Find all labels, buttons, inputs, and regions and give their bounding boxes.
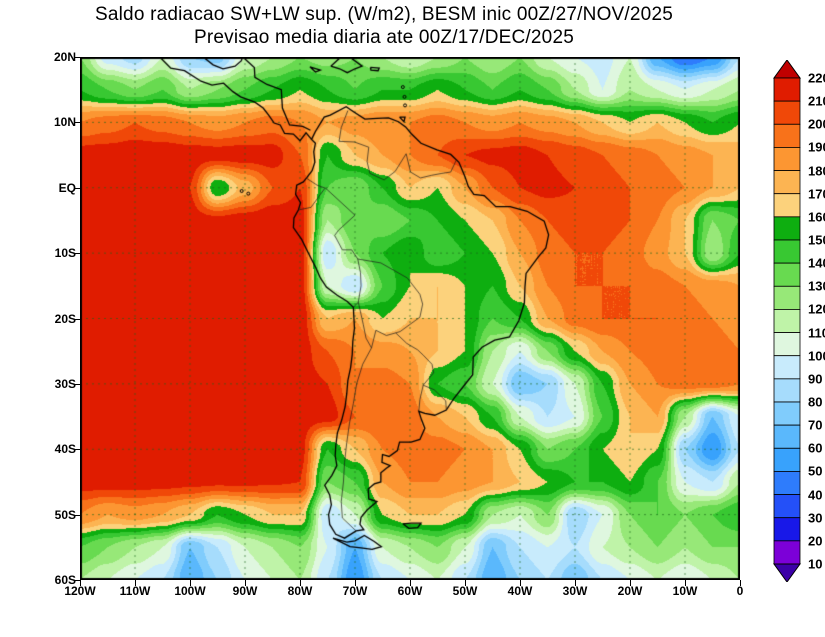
colorbar-tick-label: 160 bbox=[808, 209, 825, 225]
colorbar-tick-label: 130 bbox=[808, 278, 825, 294]
colorbar-tick-label: 80 bbox=[808, 394, 823, 410]
colorbar-tick-label: 110 bbox=[808, 325, 825, 341]
colorbar-tick-label: 10 bbox=[808, 556, 823, 572]
x-axis-tick bbox=[575, 580, 576, 586]
x-axis-tick-label: 20W bbox=[617, 584, 643, 598]
colorbar-tick-label: 60 bbox=[808, 440, 823, 456]
colorbar-tick-label: 90 bbox=[808, 371, 823, 387]
colorbar-scale bbox=[773, 60, 801, 582]
x-axis-tick bbox=[740, 580, 741, 586]
x-axis-tick-label: 30W bbox=[562, 584, 588, 598]
colorbar-tick-label: 220 bbox=[808, 70, 825, 86]
x-axis-tick-label: 0 bbox=[736, 584, 744, 598]
x-axis-tick bbox=[245, 580, 246, 586]
colorbar-tick-label: 150 bbox=[808, 232, 825, 248]
x-axis-tick-label: 70W bbox=[342, 584, 368, 598]
x-axis-tick bbox=[355, 580, 356, 586]
x-axis-tick-label: 40W bbox=[507, 584, 533, 598]
x-axis-tick bbox=[135, 580, 136, 586]
y-axis-tick bbox=[74, 580, 80, 581]
x-axis-tick bbox=[630, 580, 631, 586]
colorbar-tick-label: 200 bbox=[808, 116, 825, 132]
y-axis-tick-label: 30S bbox=[54, 376, 76, 391]
colorbar-tick-label: 40 bbox=[808, 487, 823, 503]
x-axis-tick bbox=[465, 580, 466, 586]
x-axis-tick bbox=[685, 580, 686, 586]
colorbar-tick-label: 100 bbox=[808, 348, 825, 364]
x-axis-tick-label: 10W bbox=[672, 584, 698, 598]
colorbar-tick-label: 120 bbox=[808, 301, 825, 317]
x-axis-tick-label: 100W bbox=[174, 584, 206, 598]
colorbar-tick-label: 20 bbox=[808, 533, 823, 549]
colorbar-tick-label: 170 bbox=[808, 186, 825, 202]
colorbar-tick-label: 140 bbox=[808, 255, 825, 271]
x-axis-tick-label: 50W bbox=[452, 584, 478, 598]
figure-titles: Saldo radiacao SW+LW sup. (W/m2), BESM i… bbox=[10, 3, 758, 49]
x-axis-tick bbox=[410, 580, 411, 586]
y-axis-tick-label: 10N bbox=[53, 115, 76, 130]
chart-subtitle: Previsao media diaria ate 00Z/17/DEC/202… bbox=[194, 27, 574, 48]
colorbar-tick-label: 70 bbox=[808, 417, 823, 433]
y-axis-tick-label: 20S bbox=[54, 311, 76, 326]
x-axis-tick-label: 120W bbox=[64, 584, 96, 598]
chart-title: Saldo radiacao SW+LW sup. (W/m2), BESM i… bbox=[95, 4, 673, 25]
y-axis-tick-label: EQ bbox=[58, 180, 76, 195]
x-axis-tick bbox=[520, 580, 521, 586]
x-axis-tick bbox=[80, 580, 81, 586]
heatmap-canvas bbox=[80, 57, 740, 580]
colorbar-tick-label: 180 bbox=[808, 163, 825, 179]
y-axis-tick-label: 40S bbox=[54, 442, 76, 457]
y-axis-tick-label: 20N bbox=[53, 50, 76, 64]
x-axis-tick-label: 80W bbox=[287, 584, 313, 598]
x-axis-tick-label: 110W bbox=[119, 584, 151, 598]
x-axis-tick-label: 90W bbox=[232, 584, 258, 598]
colorbar-tick-label: 190 bbox=[808, 139, 825, 155]
colorbar-tick-label: 50 bbox=[808, 463, 823, 479]
colorbar-tick-label: 210 bbox=[808, 93, 825, 109]
colorbar-tick-label: 30 bbox=[808, 510, 823, 526]
y-axis-tick-label: 50S bbox=[54, 507, 76, 522]
x-axis-tick bbox=[190, 580, 191, 586]
map-plot-area bbox=[80, 57, 740, 580]
x-axis-tick bbox=[300, 580, 301, 586]
x-axis-tick-label: 60W bbox=[397, 584, 423, 598]
y-axis-tick-label: 60S bbox=[54, 573, 76, 587]
y-axis-tick-label: 10S bbox=[54, 246, 76, 261]
